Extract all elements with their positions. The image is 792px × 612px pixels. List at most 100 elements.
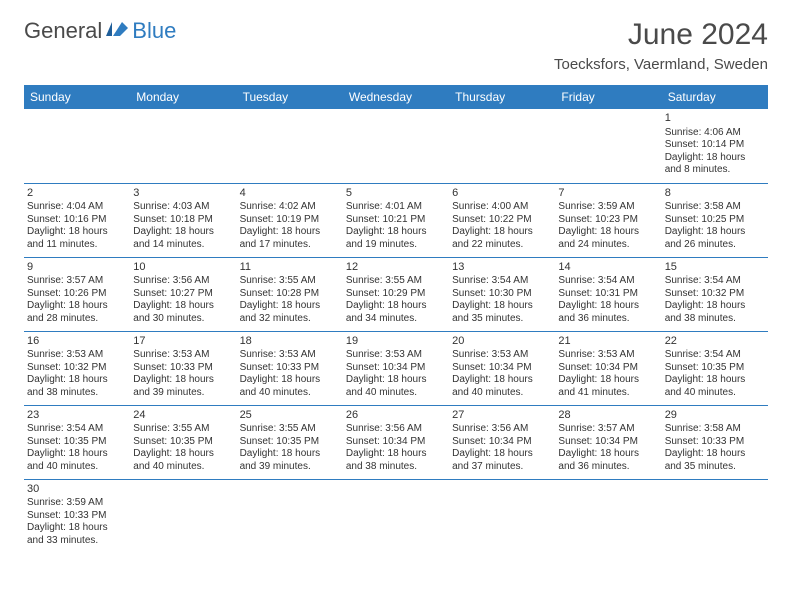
day-number: 7 xyxy=(558,187,656,201)
day-number: 2 xyxy=(27,187,125,201)
day-daylight2: and 35 minutes. xyxy=(665,461,763,474)
day-header: Monday xyxy=(130,85,236,109)
day-number: 23 xyxy=(27,409,125,423)
day-sunset: Sunset: 10:32 PM xyxy=(27,362,125,375)
calendar-day-cell: 7Sunrise: 3:59 AMSunset: 10:23 PMDayligh… xyxy=(555,183,661,257)
header: General Blue June 2024 Toecksfors, Vaerm… xyxy=(24,18,768,73)
day-sunrise: Sunrise: 3:56 AM xyxy=(346,423,444,436)
calendar-day-cell: 1Sunrise: 4:06 AMSunset: 10:14 PMDayligh… xyxy=(662,109,768,183)
calendar-day-cell: 30Sunrise: 3:59 AMSunset: 10:33 PMDaylig… xyxy=(24,479,130,553)
calendar-day-cell xyxy=(237,109,343,183)
day-daylight2: and 26 minutes. xyxy=(665,239,763,252)
day-sunrise: Sunrise: 3:56 AM xyxy=(133,275,231,288)
calendar-day-cell: 16Sunrise: 3:53 AMSunset: 10:32 PMDaylig… xyxy=(24,331,130,405)
day-daylight1: Daylight: 18 hours xyxy=(133,448,231,461)
day-sunset: Sunset: 10:28 PM xyxy=(240,288,338,301)
day-number: 3 xyxy=(133,187,231,201)
day-daylight2: and 41 minutes. xyxy=(558,387,656,400)
day-sunrise: Sunrise: 3:54 AM xyxy=(452,275,550,288)
calendar-week-row: 9Sunrise: 3:57 AMSunset: 10:26 PMDayligh… xyxy=(24,257,768,331)
day-daylight1: Daylight: 18 hours xyxy=(558,300,656,313)
calendar-week-row: 23Sunrise: 3:54 AMSunset: 10:35 PMDaylig… xyxy=(24,405,768,479)
day-daylight1: Daylight: 18 hours xyxy=(452,226,550,239)
calendar-week-row: 1Sunrise: 4:06 AMSunset: 10:14 PMDayligh… xyxy=(24,109,768,183)
day-header: Wednesday xyxy=(343,85,449,109)
brand-name-1: General xyxy=(24,18,102,44)
day-daylight2: and 38 minutes. xyxy=(27,387,125,400)
day-daylight1: Daylight: 18 hours xyxy=(346,300,444,313)
day-number: 25 xyxy=(240,409,338,423)
day-number: 8 xyxy=(665,187,763,201)
day-sunset: Sunset: 10:33 PM xyxy=(240,362,338,375)
calendar-day-cell: 14Sunrise: 3:54 AMSunset: 10:31 PMDaylig… xyxy=(555,257,661,331)
day-daylight1: Daylight: 18 hours xyxy=(665,300,763,313)
calendar-day-cell xyxy=(555,109,661,183)
day-sunrise: Sunrise: 3:53 AM xyxy=(346,349,444,362)
calendar-day-cell: 11Sunrise: 3:55 AMSunset: 10:28 PMDaylig… xyxy=(237,257,343,331)
day-number: 10 xyxy=(133,261,231,275)
day-daylight2: and 40 minutes. xyxy=(346,387,444,400)
calendar-day-cell: 26Sunrise: 3:56 AMSunset: 10:34 PMDaylig… xyxy=(343,405,449,479)
day-number: 12 xyxy=(346,261,444,275)
calendar-day-cell xyxy=(662,479,768,553)
day-daylight2: and 40 minutes. xyxy=(452,387,550,400)
calendar-day-cell: 10Sunrise: 3:56 AMSunset: 10:27 PMDaylig… xyxy=(130,257,236,331)
day-header-row: Sunday Monday Tuesday Wednesday Thursday… xyxy=(24,85,768,109)
day-sunrise: Sunrise: 4:00 AM xyxy=(452,201,550,214)
day-sunset: Sunset: 10:35 PM xyxy=(133,436,231,449)
day-sunset: Sunset: 10:26 PM xyxy=(27,288,125,301)
day-daylight1: Daylight: 18 hours xyxy=(346,448,444,461)
day-number: 28 xyxy=(558,409,656,423)
day-sunset: Sunset: 10:23 PM xyxy=(558,214,656,227)
day-sunset: Sunset: 10:34 PM xyxy=(346,362,444,375)
day-sunrise: Sunrise: 4:01 AM xyxy=(346,201,444,214)
day-daylight2: and 8 minutes. xyxy=(665,164,763,177)
day-sunset: Sunset: 10:18 PM xyxy=(133,214,231,227)
day-header: Sunday xyxy=(24,85,130,109)
day-sunset: Sunset: 10:34 PM xyxy=(452,362,550,375)
day-number: 24 xyxy=(133,409,231,423)
day-sunset: Sunset: 10:25 PM xyxy=(665,214,763,227)
day-daylight1: Daylight: 18 hours xyxy=(346,226,444,239)
calendar-week-row: 2Sunrise: 4:04 AMSunset: 10:16 PMDayligh… xyxy=(24,183,768,257)
day-daylight2: and 30 minutes. xyxy=(133,313,231,326)
day-number: 14 xyxy=(558,261,656,275)
day-sunrise: Sunrise: 3:55 AM xyxy=(240,423,338,436)
calendar-day-cell: 9Sunrise: 3:57 AMSunset: 10:26 PMDayligh… xyxy=(24,257,130,331)
location-subtitle: Toecksfors, Vaermland, Sweden xyxy=(554,56,768,73)
day-number: 22 xyxy=(665,335,763,349)
day-daylight1: Daylight: 18 hours xyxy=(558,448,656,461)
day-daylight2: and 40 minutes. xyxy=(133,461,231,474)
calendar-day-cell: 25Sunrise: 3:55 AMSunset: 10:35 PMDaylig… xyxy=(237,405,343,479)
day-daylight1: Daylight: 18 hours xyxy=(27,522,125,535)
calendar-day-cell: 3Sunrise: 4:03 AMSunset: 10:18 PMDayligh… xyxy=(130,183,236,257)
day-sunrise: Sunrise: 3:59 AM xyxy=(558,201,656,214)
calendar-day-cell: 5Sunrise: 4:01 AMSunset: 10:21 PMDayligh… xyxy=(343,183,449,257)
calendar-day-cell: 17Sunrise: 3:53 AMSunset: 10:33 PMDaylig… xyxy=(130,331,236,405)
calendar-day-cell: 24Sunrise: 3:55 AMSunset: 10:35 PMDaylig… xyxy=(130,405,236,479)
day-daylight1: Daylight: 18 hours xyxy=(27,448,125,461)
calendar-day-cell: 13Sunrise: 3:54 AMSunset: 10:30 PMDaylig… xyxy=(449,257,555,331)
day-daylight2: and 22 minutes. xyxy=(452,239,550,252)
day-sunset: Sunset: 10:35 PM xyxy=(27,436,125,449)
day-number: 6 xyxy=(452,187,550,201)
day-sunset: Sunset: 10:33 PM xyxy=(133,362,231,375)
day-daylight2: and 17 minutes. xyxy=(240,239,338,252)
day-sunset: Sunset: 10:19 PM xyxy=(240,214,338,227)
day-sunrise: Sunrise: 3:55 AM xyxy=(133,423,231,436)
flag-icon xyxy=(106,20,128,43)
day-sunset: Sunset: 10:33 PM xyxy=(665,436,763,449)
calendar-day-cell xyxy=(237,479,343,553)
day-daylight1: Daylight: 18 hours xyxy=(665,152,763,165)
day-number: 4 xyxy=(240,187,338,201)
day-sunrise: Sunrise: 3:53 AM xyxy=(558,349,656,362)
calendar-day-cell: 4Sunrise: 4:02 AMSunset: 10:19 PMDayligh… xyxy=(237,183,343,257)
calendar-day-cell xyxy=(130,479,236,553)
day-sunrise: Sunrise: 3:53 AM xyxy=(452,349,550,362)
calendar-day-cell xyxy=(449,109,555,183)
day-daylight2: and 37 minutes. xyxy=(452,461,550,474)
day-header: Friday xyxy=(555,85,661,109)
day-daylight1: Daylight: 18 hours xyxy=(240,300,338,313)
day-sunset: Sunset: 10:21 PM xyxy=(346,214,444,227)
day-sunrise: Sunrise: 3:58 AM xyxy=(665,201,763,214)
